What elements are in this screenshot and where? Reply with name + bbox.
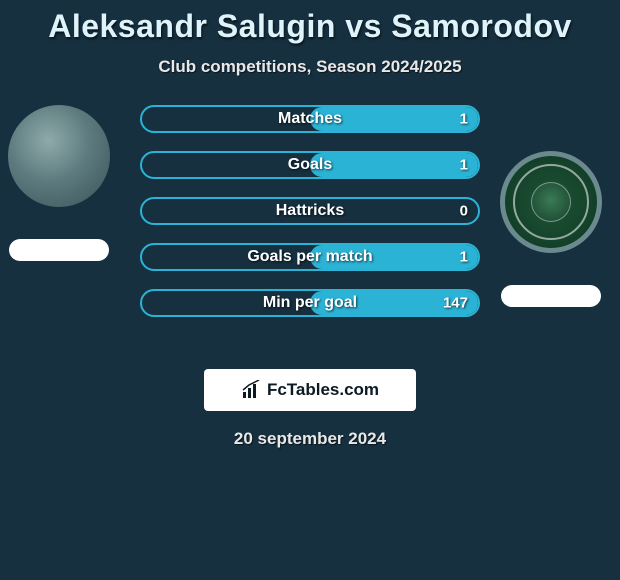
- footer: FcTables.com 20 september 2024: [0, 365, 620, 449]
- brand-text: FcTables.com: [267, 380, 379, 400]
- stat-bar-value-right: 1: [460, 157, 468, 174]
- player-left-avatar-img: [8, 105, 110, 207]
- player-right-crest: [505, 156, 597, 248]
- stat-bar-label: Goals: [142, 156, 478, 174]
- player-left-block: [8, 105, 110, 261]
- player-right-block: [500, 151, 602, 307]
- stat-bar: Goals per match1: [140, 243, 480, 271]
- stat-bar: Goals1: [140, 151, 480, 179]
- bars-list: Matches1Goals1Hattricks0Goals per match1…: [140, 105, 480, 317]
- comparison-body: Matches1Goals1Hattricks0Goals per match1…: [0, 105, 620, 365]
- player-right-avatar: [500, 151, 602, 253]
- stat-bar: Min per goal147: [140, 289, 480, 317]
- player-left-avatar: [8, 105, 110, 207]
- stat-bar-value-right: 0: [460, 203, 468, 220]
- date-text: 20 september 2024: [0, 429, 620, 449]
- player-right-country-pill: [501, 285, 601, 307]
- subtitle: Club competitions, Season 2024/2025: [0, 57, 620, 77]
- crest-core: [531, 182, 571, 222]
- stat-bar-value-right: 1: [460, 249, 468, 266]
- page-title: Aleksandr Salugin vs Samorodov: [0, 8, 620, 45]
- brand-badge[interactable]: FcTables.com: [204, 369, 416, 411]
- stat-bar-label: Min per goal: [142, 294, 478, 312]
- stat-bar-value-right: 147: [443, 295, 468, 312]
- chart-icon: [241, 380, 261, 400]
- stat-bar: Matches1: [140, 105, 480, 133]
- widget-root: Aleksandr Salugin vs Samorodov Club comp…: [0, 0, 620, 449]
- stat-bar-value-right: 1: [460, 111, 468, 128]
- stat-bar-label: Goals per match: [142, 248, 478, 266]
- stat-bar-label: Matches: [142, 110, 478, 128]
- stat-bar: Hattricks0: [140, 197, 480, 225]
- player-left-country-pill: [9, 239, 109, 261]
- stat-bar-label: Hattricks: [142, 202, 478, 220]
- crest-ring: [513, 164, 589, 240]
